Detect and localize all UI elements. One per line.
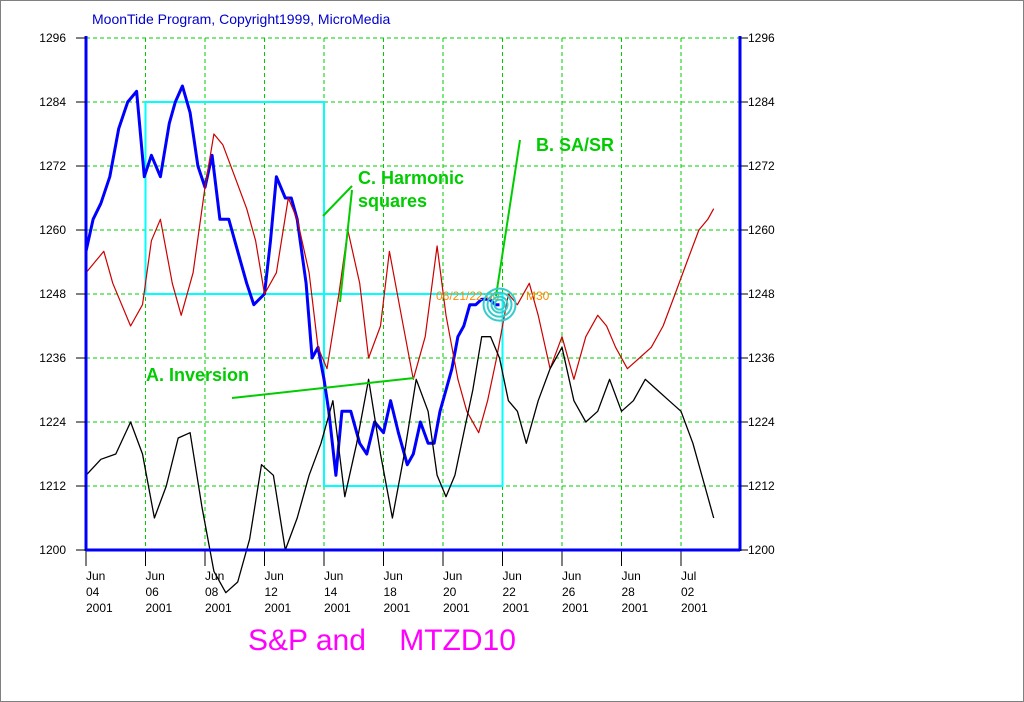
x-tick-year: 2001 — [265, 601, 292, 615]
x-tick-day: 26 — [562, 585, 576, 599]
y-tick-label-right: 1284 — [748, 95, 775, 109]
x-tick-year: 2001 — [384, 601, 411, 615]
x-tick-month: Jun — [86, 569, 105, 583]
mtzd10-red-line — [85, 133, 715, 434]
x-tick-year: 2001 — [562, 601, 589, 615]
x-tick-month: Jun — [384, 569, 403, 583]
x-tick-day: 14 — [324, 585, 338, 599]
x-tick-month: Jun — [146, 569, 165, 583]
y-tick-label-left: 1296 — [39, 31, 66, 45]
y-tick-label-right: 1200 — [748, 543, 775, 557]
target-circle — [486, 291, 513, 318]
x-tick-day: 20 — [443, 585, 457, 599]
x-tick-month: Jun — [562, 569, 581, 583]
annotation-squares: squares — [358, 191, 427, 211]
y-tick-label-right: 1212 — [748, 479, 775, 493]
x-tick-day: 28 — [622, 585, 636, 599]
y-tick-label-left: 1248 — [39, 287, 66, 301]
x-tick-year: 2001 — [86, 601, 113, 615]
annotation-sa-sr: B. SA/SR — [536, 135, 614, 155]
pointer-sa-sr — [495, 139, 521, 297]
mtzd10-black-line — [85, 336, 715, 594]
annotation-m30: M30 — [526, 289, 550, 303]
x-tick-day: 12 — [265, 585, 279, 599]
x-tick-year: 2001 — [146, 601, 173, 615]
y-tick-label-right: 1272 — [748, 159, 775, 173]
y-tick-label-right: 1248 — [748, 287, 775, 301]
target-circle — [490, 295, 509, 314]
harmonic-square-box — [323, 293, 504, 487]
y-tick-label-left: 1284 — [39, 95, 66, 109]
x-tick-day: 06 — [146, 585, 160, 599]
pointer-inversion — [231, 377, 415, 399]
x-tick-day: 08 — [205, 585, 219, 599]
chart-title: S&P and MTZD10 — [248, 624, 516, 657]
target-circle — [493, 298, 506, 311]
x-tick-month: Jun — [205, 569, 224, 583]
annotation-inversion: A. Inversion — [146, 365, 249, 385]
x-tick-year: 2001 — [622, 601, 649, 615]
y-tick-label-right: 1236 — [748, 351, 775, 365]
y-tick-label-right: 1296 — [748, 31, 775, 45]
x-tick-month: Jun — [324, 569, 343, 583]
series-group — [84, 84, 715, 594]
x-tick-day: 22 — [503, 585, 517, 599]
harmonic-square-box — [144, 101, 325, 295]
y-tick-label-left: 1212 — [39, 479, 66, 493]
x-tick-year: 2001 — [681, 601, 708, 615]
y-tick-label-right: 1224 — [748, 415, 775, 429]
pointer-square-2 — [339, 189, 353, 303]
y-tick-label-left: 1236 — [39, 351, 66, 365]
x-tick-day: 18 — [384, 585, 398, 599]
y-tick-label-left: 1272 — [39, 159, 66, 173]
x-tick-month: Jun — [265, 569, 284, 583]
x-tick-day: 04 — [86, 585, 100, 599]
x-tick-month: Jun — [443, 569, 462, 583]
sp-price-line — [84, 84, 500, 477]
pointer-square-1 — [322, 185, 353, 217]
harmonic-squares — [144, 101, 504, 487]
annotation-harmonic: C. Harmonic — [358, 168, 464, 188]
x-tick-year: 2001 — [324, 601, 351, 615]
x-tick-month: Jun — [622, 569, 641, 583]
header-text: MoonTide Program, Copyright1999, MicroMe… — [92, 11, 390, 27]
x-tick-year: 2001 — [503, 601, 530, 615]
x-tick-year: 2001 — [443, 601, 470, 615]
y-tick-label-left: 1224 — [39, 415, 66, 429]
x-tick-year: 2001 — [205, 601, 232, 615]
x-tick-month: Jun — [503, 569, 522, 583]
x-tick-month: Jul — [681, 569, 696, 583]
target-circle — [482, 287, 517, 322]
axes: 1200 1200 1212 1212 1224 1224 1236 1236 1248 1248… — [39, 31, 775, 615]
y-tick-label-right: 1260 — [748, 223, 775, 237]
x-tick-day: 02 — [681, 585, 695, 599]
y-tick-label-left: 1200 — [39, 543, 66, 557]
y-tick-label-left: 1260 — [39, 223, 66, 237]
